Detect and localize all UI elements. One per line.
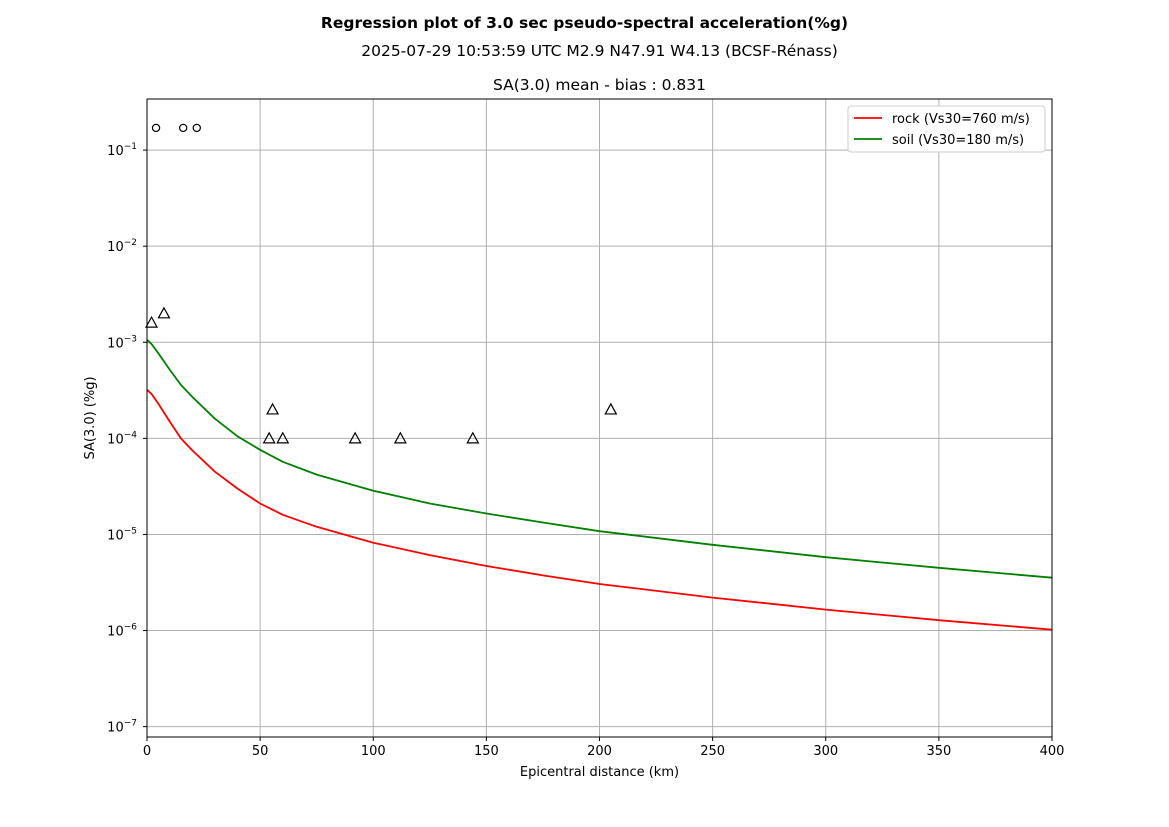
y-tick-label: 10−5	[107, 526, 137, 543]
triangle-marker	[393, 431, 407, 444]
y-tick-label: 10−4	[107, 430, 137, 447]
triangle-marker	[604, 402, 618, 415]
x-tick-label: 150	[474, 744, 499, 759]
circle-marker	[192, 123, 201, 133]
x-axis-label: Epicentral distance (km)	[520, 765, 679, 780]
y-axis-label: SA(3.0) (%g)	[83, 376, 98, 459]
y-tick-label: 10−1	[107, 142, 137, 159]
triangle-marker	[466, 431, 480, 444]
panel-title: SA(3.0) mean - bias : 0.831	[493, 76, 706, 94]
triangle-marker	[262, 431, 276, 444]
legend-entry: soil (Vs30=180 m/s)	[892, 133, 1024, 148]
x-tick-label: 250	[700, 744, 725, 759]
triangle-marker	[348, 431, 362, 444]
triangle-marker	[266, 402, 280, 415]
x-tick-label: 100	[361, 744, 386, 759]
circle-marker	[151, 123, 161, 133]
triangle-marker	[145, 315, 159, 328]
y-tick-label: 10−3	[107, 334, 137, 351]
chart-subtitle: 2025-07-29 10:53:59 UTC M2.9 N47.91 W4.1…	[361, 42, 838, 60]
soil-curve	[146, 339, 1053, 579]
x-tick-label: 300	[813, 744, 838, 759]
y-axis-ticks: 10−7 10−6 10−5 10−4 10−3 10−2 10−1	[107, 142, 147, 736]
legend: rock (Vs30=760 m/s) soil (Vs30=180 m/s)	[847, 105, 1046, 153]
circle-marker	[178, 123, 188, 133]
y-tick-label: 10−6	[107, 623, 137, 640]
x-tick-label: 350	[926, 744, 951, 759]
rock-curve	[146, 389, 1053, 631]
triangle-marker	[157, 306, 171, 319]
y-tick-label: 10−7	[107, 719, 137, 736]
regression-curves	[146, 339, 1053, 631]
grid-lines	[146, 99, 1053, 737]
chart-title: Regression plot of 3.0 sec pseudo-spectr…	[320, 14, 849, 32]
observation-markers	[145, 123, 618, 444]
x-axis-ticks: 0 50 100 150 200 250 300 350 400	[143, 737, 1065, 759]
y-tick-label: 10−2	[107, 238, 137, 255]
legend-entry: rock (Vs30=760 m/s)	[892, 112, 1030, 127]
x-tick-label: 50	[252, 744, 269, 759]
x-tick-label: 400	[1040, 744, 1065, 759]
triangle-marker	[276, 431, 290, 444]
x-tick-label: 0	[143, 744, 151, 759]
x-tick-label: 200	[587, 744, 612, 759]
legend-box	[847, 105, 1046, 153]
